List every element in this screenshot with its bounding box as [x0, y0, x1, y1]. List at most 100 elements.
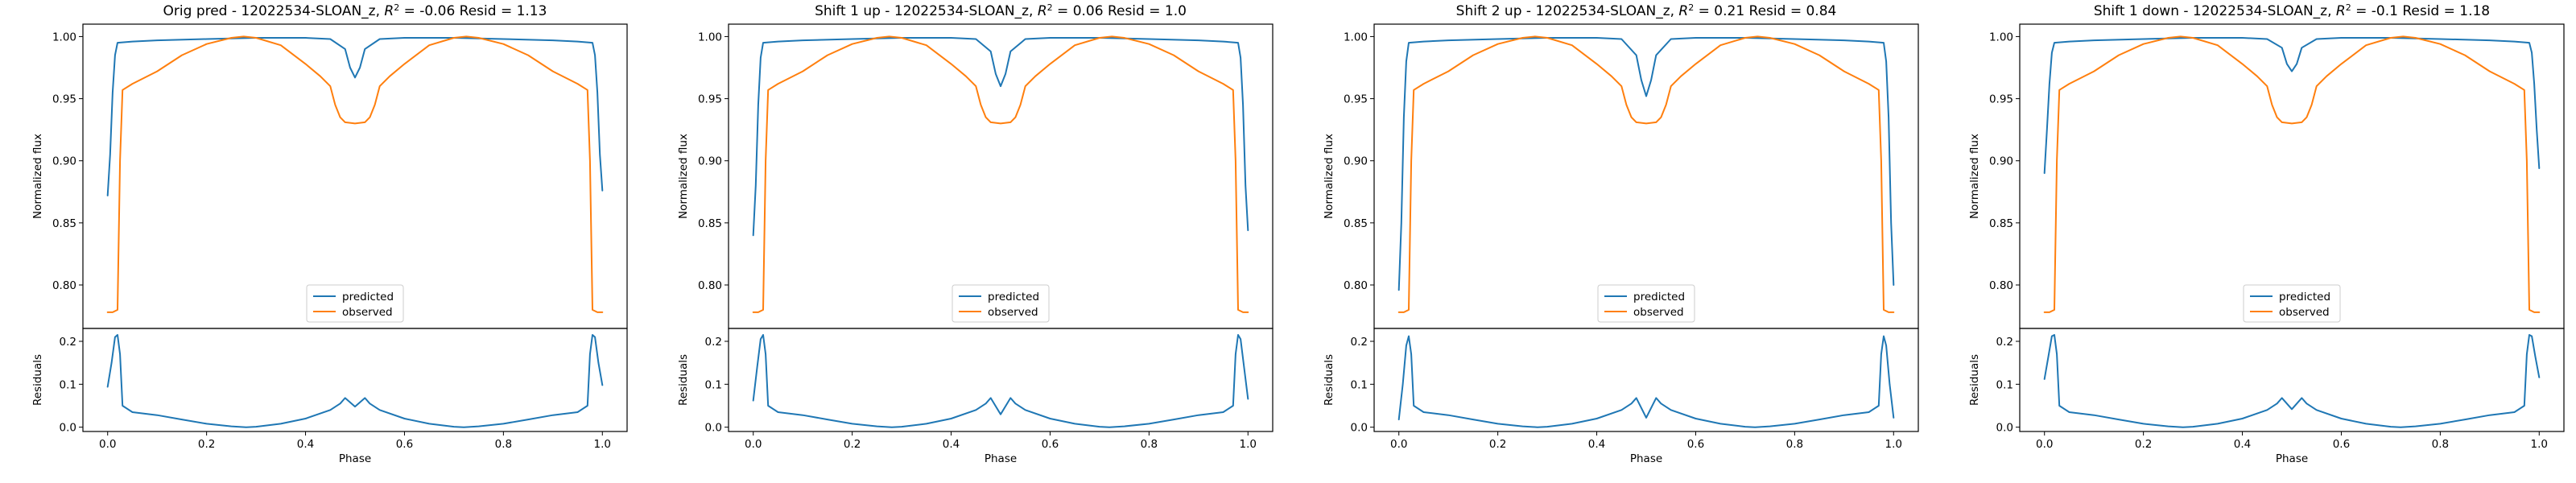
residual-y-tick-label: 0.2: [705, 336, 722, 349]
x-axis-label: Phase: [339, 452, 371, 465]
legend: predicted observed: [306, 284, 404, 323]
x-axis-label: Phase: [2276, 452, 2308, 465]
legend: predicted observed: [952, 284, 1050, 323]
residual-line: [2043, 334, 2541, 428]
legend-box: [2243, 284, 2341, 323]
x-tick-label: 0.0: [99, 438, 116, 451]
chart-title: Shift 1 down - 12022534-SLOAN_z, R2 = -0…: [2094, 2, 2490, 20]
y-tick-label: 0.95: [1344, 93, 1368, 106]
residual-line: [752, 334, 1249, 428]
residual-y-tick-label: 0.1: [1996, 378, 2013, 391]
chart-panel-4: Shift 1 down - 12022534-SLOAN_z, R2 = -0…: [1968, 2, 2565, 465]
series-line-observed: [752, 35, 1249, 313]
x-tick-label: 0.6: [396, 438, 413, 451]
y-tick-label: 0.80: [52, 279, 76, 292]
main-axes-frame: [728, 23, 1274, 329]
x-tick-label: 0.4: [943, 438, 960, 451]
x-tick-label: 0.0: [2036, 438, 2053, 451]
residual-y-tick-label: 0.2: [1996, 336, 2013, 349]
x-tick-label: 0.8: [1141, 438, 1158, 451]
y-tick-label: 0.80: [1344, 279, 1368, 292]
legend-label-predicted: predicted: [342, 291, 394, 303]
x-tick-label: 0.8: [2432, 438, 2449, 451]
y-tick-label: 0.90: [1344, 155, 1368, 168]
legend-box: [952, 284, 1050, 323]
y-tick-label: 0.85: [1344, 217, 1368, 230]
legend-label-observed: observed: [342, 306, 393, 319]
residual-y-axis-label: Residuals: [1323, 354, 1335, 406]
x-tick-label: 0.4: [297, 438, 314, 451]
chart-panel-1: Orig pred - 12022534-SLOAN_z, R2 = -0.06…: [31, 2, 628, 465]
main-axes-frame: [2019, 23, 2565, 329]
chart-panel-2: Shift 1 up - 12022534-SLOAN_z, R2 = 0.06…: [677, 2, 1274, 465]
x-tick-label: 0.2: [1489, 438, 1506, 451]
x-tick-label: 1.0: [1240, 438, 1257, 451]
legend: predicted observed: [2243, 284, 2341, 323]
residual-y-tick-label: 0.0: [1351, 422, 1368, 435]
y-tick-label: 0.90: [698, 155, 722, 168]
y-tick-label: 0.95: [52, 93, 76, 106]
chart-panel-3: Shift 2 up - 12022534-SLOAN_z, R2 = 0.21…: [1323, 2, 1919, 465]
residual-axes-frame: [82, 328, 628, 432]
y-tick-label: 0.85: [698, 217, 722, 230]
residual-y-tick-label: 0.0: [705, 422, 722, 435]
residual-y-tick-label: 0.0: [60, 422, 76, 435]
x-tick-label: 1.0: [2531, 438, 2548, 451]
y-axis-label: Normalized flux: [1323, 134, 1335, 219]
residual-axes-frame: [728, 328, 1274, 432]
residual-y-tick-label: 0.0: [1996, 422, 2013, 435]
x-axis-label: Phase: [985, 452, 1017, 465]
main-axes-frame: [82, 23, 628, 329]
series-line-predicted: [752, 37, 1249, 237]
y-tick-label: 0.80: [1989, 279, 2013, 292]
x-tick-label: 1.0: [1885, 438, 1902, 451]
legend-label-predicted: predicted: [988, 291, 1039, 303]
series-line-predicted: [2043, 37, 2541, 175]
residual-y-tick-label: 0.1: [705, 378, 722, 391]
x-tick-label: 0.2: [2135, 438, 2152, 451]
x-tick-label: 0.4: [2234, 438, 2251, 451]
x-tick-label: 0.2: [844, 438, 861, 451]
y-tick-label: 1.00: [698, 31, 722, 43]
residual-y-tick-label: 0.2: [1351, 336, 1368, 349]
y-tick-label: 0.85: [52, 217, 76, 230]
y-tick-label: 1.00: [1989, 31, 2013, 43]
legend-label-observed: observed: [2279, 306, 2330, 319]
x-tick-label: 0.4: [1588, 438, 1605, 451]
y-tick-label: 1.00: [52, 31, 76, 43]
y-tick-label: 0.90: [52, 155, 76, 168]
x-axis-label: Phase: [1630, 452, 1662, 465]
x-tick-label: 0.8: [1786, 438, 1803, 451]
y-tick-label: 0.95: [698, 93, 722, 106]
x-tick-label: 0.8: [495, 438, 512, 451]
y-axis-label: Normalized flux: [677, 134, 690, 219]
x-tick-label: 0.0: [1390, 438, 1407, 451]
main-axes-frame: [1373, 23, 1919, 329]
chart-title: Orig pred - 12022534-SLOAN_z, R2 = -0.06…: [163, 2, 547, 20]
legend-label-predicted: predicted: [2279, 291, 2330, 303]
y-tick-label: 0.80: [698, 279, 722, 292]
x-tick-label: 0.6: [2333, 438, 2350, 451]
legend-label-predicted: predicted: [1633, 291, 1685, 303]
x-tick-label: 0.0: [745, 438, 762, 451]
chart-title: Shift 2 up - 12022534-SLOAN_z, R2 = 0.21…: [1456, 2, 1837, 20]
y-tick-label: 1.00: [1344, 31, 1368, 43]
series-line-observed: [2043, 35, 2541, 313]
residual-line: [106, 334, 604, 428]
y-tick-label: 0.95: [1989, 93, 2013, 106]
residual-line: [1397, 335, 1895, 428]
x-tick-label: 0.6: [1687, 438, 1704, 451]
series-line-observed: [1397, 35, 1895, 313]
legend: predicted observed: [1597, 284, 1695, 323]
legend-label-observed: observed: [1633, 306, 1684, 319]
residual-y-tick-label: 0.2: [60, 336, 76, 349]
legend-box: [306, 284, 404, 323]
x-tick-label: 0.2: [198, 438, 215, 451]
series-line-predicted: [1397, 37, 1895, 291]
residual-y-axis-label: Residuals: [677, 354, 690, 406]
residual-axes-frame: [1373, 328, 1919, 432]
series-line-observed: [106, 35, 604, 313]
y-axis-label: Normalized flux: [1968, 134, 1981, 219]
x-tick-label: 1.0: [594, 438, 611, 451]
chart-title: Shift 1 up - 12022534-SLOAN_z, R2 = 0.06…: [815, 2, 1187, 20]
